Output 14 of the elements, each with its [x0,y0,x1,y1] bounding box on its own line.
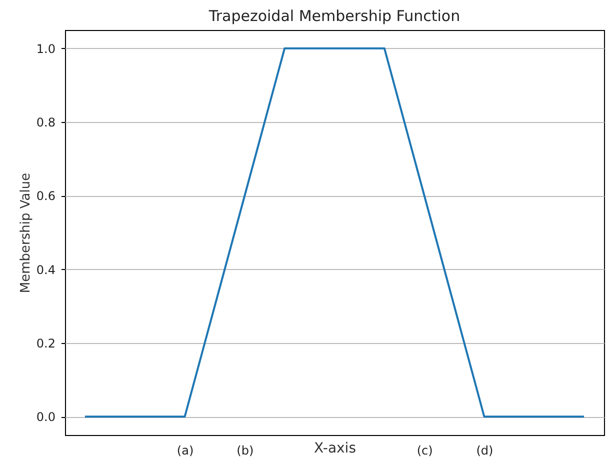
y-tick-label: 0.2 [36,336,56,350]
chart-title: Trapezoidal Membership Function [208,7,460,25]
x-tick-label: (c) [416,444,433,458]
y-tick-label: 0.0 [36,410,56,424]
y-axis-title: Membership Value [18,172,34,294]
y-tick-label: 0.4 [36,262,56,277]
y-tick-label: 1.0 [36,42,56,56]
x-tick-label: (a) [176,444,194,458]
line-series [84,47,586,418]
x-tick-label: (b) [236,444,254,458]
y-tick-label: 0.8 [36,116,56,130]
x-tick-label: (d) [476,444,494,458]
x-axis-title: X-axis [314,440,356,456]
y-tick-label: 0.6 [36,189,56,204]
